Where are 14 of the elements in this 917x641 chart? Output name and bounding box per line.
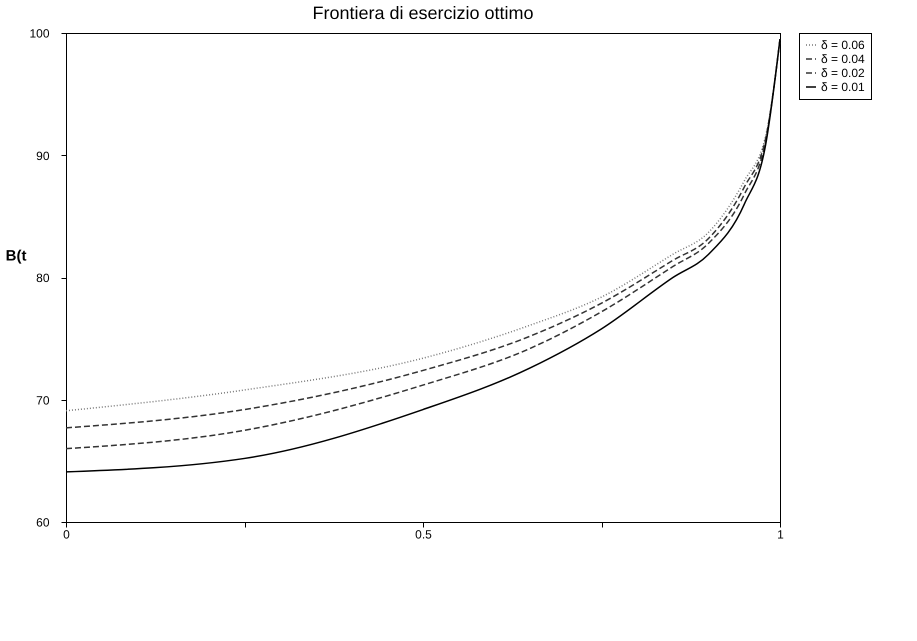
- legend-label: δ = 0.01: [821, 80, 866, 94]
- x-tick-label: 0.5: [415, 528, 432, 542]
- y-tick-label: 90: [36, 148, 50, 163]
- y-tick-label: 80: [36, 271, 50, 285]
- legend-label: δ = 0.02: [821, 66, 866, 80]
- y-tick-label: 100: [29, 26, 50, 40]
- y-axis-title: B(t: [6, 248, 26, 264]
- x-tick-label: 0: [63, 528, 70, 542]
- y-tick-label: 70: [36, 393, 50, 408]
- chart-title: Frontiera di esercizio ottimo: [312, 3, 534, 23]
- legend-label: δ = 0.04: [821, 52, 866, 66]
- legend-label: δ = 0.06: [821, 38, 866, 52]
- x-tick-label: 1: [777, 528, 784, 542]
- y-tick-label: 60: [36, 516, 50, 530]
